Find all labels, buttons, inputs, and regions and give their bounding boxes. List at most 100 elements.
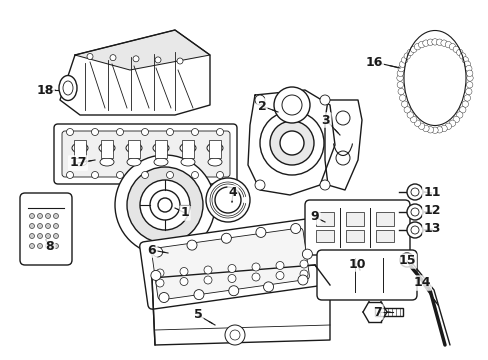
Circle shape — [410, 226, 418, 234]
Circle shape — [229, 330, 240, 340]
Circle shape — [254, 95, 264, 105]
FancyBboxPatch shape — [54, 124, 237, 184]
Circle shape — [399, 95, 405, 101]
Circle shape — [180, 267, 187, 275]
Circle shape — [275, 261, 284, 270]
Ellipse shape — [153, 143, 169, 153]
Circle shape — [466, 75, 472, 81]
Circle shape — [29, 224, 35, 229]
Circle shape — [418, 41, 424, 48]
Circle shape — [194, 289, 203, 300]
Circle shape — [203, 276, 212, 284]
Circle shape — [150, 190, 180, 220]
Bar — [346, 212, 363, 226]
Circle shape — [141, 129, 148, 135]
Circle shape — [45, 243, 50, 248]
Text: 15: 15 — [397, 255, 415, 267]
Circle shape — [216, 129, 223, 135]
Circle shape — [406, 222, 422, 238]
Bar — [74, 140, 86, 158]
Ellipse shape — [180, 143, 196, 153]
Circle shape — [459, 107, 465, 113]
Circle shape — [166, 129, 173, 135]
Circle shape — [215, 187, 241, 213]
Circle shape — [180, 278, 187, 285]
FancyBboxPatch shape — [140, 219, 321, 309]
Ellipse shape — [126, 143, 142, 153]
Ellipse shape — [59, 76, 77, 100]
FancyBboxPatch shape — [20, 193, 72, 265]
Circle shape — [127, 167, 203, 243]
Circle shape — [410, 208, 418, 216]
Circle shape — [461, 57, 468, 63]
Circle shape — [66, 171, 73, 179]
Circle shape — [269, 121, 313, 165]
Circle shape — [463, 95, 469, 101]
Text: 6: 6 — [147, 243, 156, 256]
Circle shape — [38, 243, 42, 248]
Circle shape — [396, 70, 403, 76]
Circle shape — [38, 224, 42, 229]
Circle shape — [297, 275, 307, 285]
Circle shape — [401, 101, 407, 107]
Circle shape — [260, 111, 324, 175]
Polygon shape — [152, 265, 329, 345]
Circle shape — [319, 180, 329, 190]
Ellipse shape — [72, 143, 88, 153]
Polygon shape — [325, 100, 361, 190]
Circle shape — [38, 234, 42, 238]
Bar — [315, 230, 333, 242]
Circle shape — [410, 188, 418, 196]
Circle shape — [465, 66, 471, 72]
Circle shape — [440, 40, 447, 46]
Circle shape — [444, 41, 451, 48]
Circle shape — [141, 171, 148, 179]
Circle shape — [448, 120, 455, 126]
Text: 18: 18 — [36, 84, 54, 96]
Bar — [128, 140, 140, 158]
Ellipse shape — [127, 158, 141, 166]
Circle shape — [91, 129, 98, 135]
Circle shape — [403, 53, 409, 59]
Circle shape — [448, 44, 455, 50]
Circle shape — [406, 112, 413, 118]
Text: 10: 10 — [347, 257, 365, 270]
Circle shape — [435, 127, 442, 133]
FancyBboxPatch shape — [316, 250, 416, 300]
Circle shape — [45, 213, 50, 219]
Polygon shape — [75, 30, 209, 70]
Circle shape — [66, 129, 73, 135]
Circle shape — [156, 269, 163, 277]
Bar — [315, 212, 333, 226]
Bar — [208, 140, 221, 158]
Circle shape — [427, 39, 433, 45]
Circle shape — [158, 198, 172, 212]
Circle shape — [401, 57, 407, 63]
Text: 3: 3 — [321, 113, 329, 126]
Circle shape — [227, 265, 236, 273]
Bar — [346, 230, 363, 242]
Circle shape — [413, 120, 420, 126]
Circle shape — [186, 240, 197, 250]
Circle shape — [45, 224, 50, 229]
Circle shape — [319, 95, 329, 105]
Circle shape — [205, 178, 249, 222]
Circle shape — [465, 88, 471, 95]
Circle shape — [116, 171, 123, 179]
Circle shape — [53, 243, 59, 248]
Circle shape — [110, 55, 116, 60]
Circle shape — [191, 171, 198, 179]
Circle shape — [399, 61, 405, 67]
Circle shape — [203, 266, 212, 274]
Circle shape — [299, 270, 307, 278]
Circle shape — [133, 56, 139, 62]
Circle shape — [152, 247, 163, 257]
Circle shape — [159, 293, 169, 302]
Circle shape — [263, 282, 273, 292]
Text: 7: 7 — [373, 306, 382, 319]
Circle shape — [116, 129, 123, 135]
Circle shape — [29, 234, 35, 238]
Circle shape — [224, 325, 244, 345]
Circle shape — [466, 82, 472, 88]
FancyBboxPatch shape — [151, 228, 309, 300]
